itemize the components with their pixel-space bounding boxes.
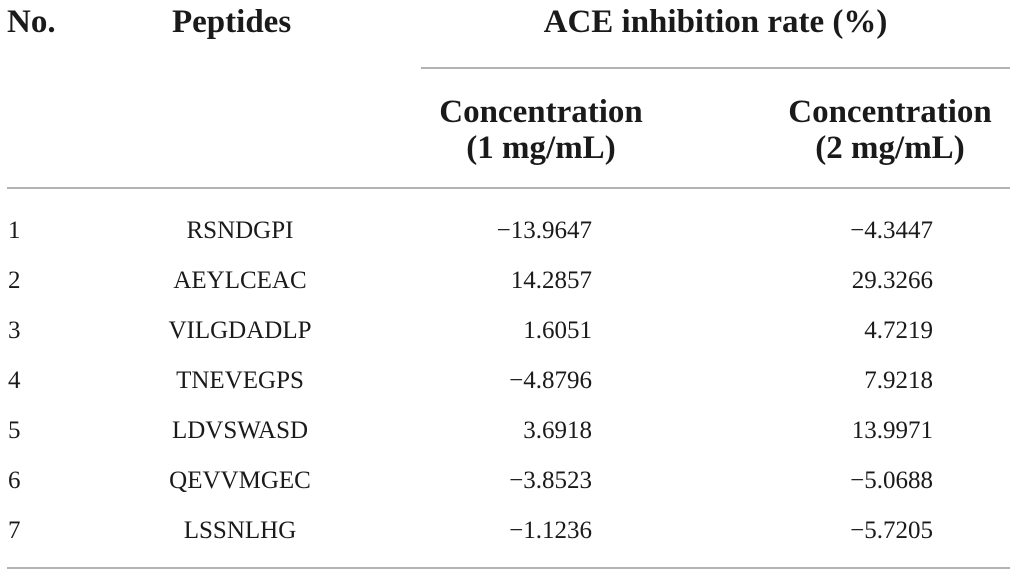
header-concentration-2mg-line1: Concentration xyxy=(788,94,992,130)
table-row: 5 LDVSWASD 3.6918 13.9971 xyxy=(0,416,1017,466)
header-concentration-1mg-line1: Concentration xyxy=(439,94,643,130)
table-row: 7 LSSNLHG −1.1236 −5.7205 xyxy=(0,516,1017,566)
cell-rate-2mg: 13.9971 xyxy=(851,417,933,444)
cell-rate-1mg: −13.9647 xyxy=(496,217,592,244)
cell-no: 5 xyxy=(8,417,21,444)
table-row: 3 VILGDADLP 1.6051 4.7219 xyxy=(0,316,1017,366)
cell-rate-1mg: 14.2857 xyxy=(510,267,592,294)
cell-peptide: AEYLCEAC xyxy=(173,267,307,294)
table-bottom-rule xyxy=(7,567,1010,569)
cell-no: 7 xyxy=(8,517,21,544)
cell-rate-1mg: −3.8523 xyxy=(509,467,592,494)
cell-rate-1mg: −4.8796 xyxy=(509,367,592,394)
table-row: 6 QEVVMGEC −3.8523 −5.0688 xyxy=(0,466,1017,516)
cell-peptide: RSNDGPI xyxy=(186,217,294,244)
table-row: 2 AEYLCEAC 14.2857 29.3266 xyxy=(0,266,1017,316)
header-concentration-2mg-line2: (2 mg/mL) xyxy=(815,130,965,166)
cell-rate-1mg: −1.1236 xyxy=(509,517,592,544)
cell-no: 2 xyxy=(8,267,21,294)
cell-rate-2mg: −5.0688 xyxy=(850,467,933,494)
header-bottom-rule xyxy=(7,187,1010,189)
table-row: 1 RSNDGPI −13.9647 −4.3447 xyxy=(0,216,1017,266)
cell-peptide: QEVVMGEC xyxy=(169,467,311,494)
cell-no: 4 xyxy=(8,367,21,394)
cell-no: 6 xyxy=(8,467,21,494)
header-no: No. xyxy=(7,4,56,40)
header-concentration-2mg: Concentration (2 mg/mL) xyxy=(770,94,1010,166)
cell-peptide: LDVSWASD xyxy=(171,417,309,444)
header-concentration-1mg-line2: (1 mg/mL) xyxy=(466,130,616,166)
cell-no: 3 xyxy=(8,317,21,344)
header-concentration-1mg: Concentration (1 mg/mL) xyxy=(421,94,661,166)
cell-peptide: VILGDADLP xyxy=(168,317,312,344)
cell-rate-2mg: 4.7219 xyxy=(864,317,933,344)
cell-rate-2mg: 29.3266 xyxy=(851,267,933,294)
cell-rate-2mg: −5.7205 xyxy=(850,517,933,544)
header-peptides: Peptides xyxy=(172,4,292,40)
cell-rate-2mg: −4.3447 xyxy=(850,217,933,244)
cell-peptide: TNEVEGPS xyxy=(176,367,304,394)
cell-rate-1mg: 1.6051 xyxy=(523,317,592,344)
cell-rate-1mg: 3.6918 xyxy=(523,417,592,444)
group-header-divider xyxy=(421,67,1010,69)
header-ace-inhibition-rate: ACE inhibition rate (%) xyxy=(543,4,888,40)
table-row: 4 TNEVEGPS −4.8796 7.9218 xyxy=(0,366,1017,416)
cell-no: 1 xyxy=(8,217,21,244)
cell-rate-2mg: 7.9218 xyxy=(864,367,933,394)
cell-peptide: LSSNLHG xyxy=(183,517,297,544)
